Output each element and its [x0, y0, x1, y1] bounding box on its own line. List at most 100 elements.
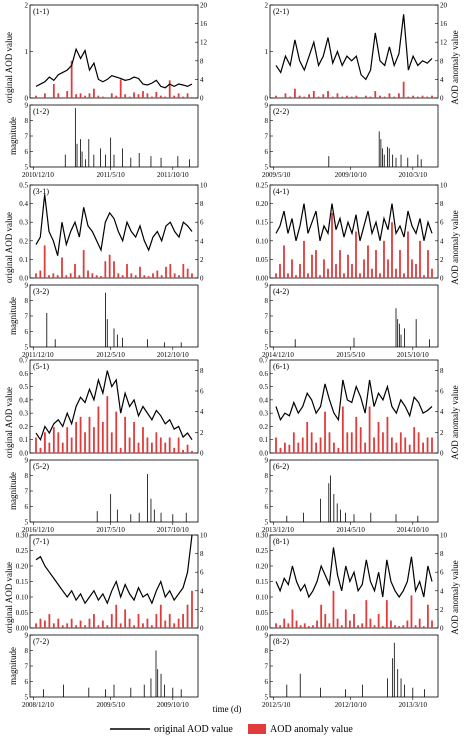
panel-label: (3-1) [33, 187, 49, 196]
panel-label: (8-1) [273, 537, 289, 546]
anomaly-bar [312, 625, 314, 628]
y-tick-label: 0.20 [256, 563, 269, 571]
y2-tick-label: 0 [440, 275, 444, 283]
anomaly-bar [139, 266, 141, 278]
y2-tick-label: 16 [200, 20, 208, 28]
y-tick-label: 5 [25, 519, 29, 527]
y-tick-label: 0.25 [16, 547, 29, 555]
anomaly-bar [191, 590, 193, 628]
panel-label: (6-1) [273, 362, 289, 371]
y-tick-label: 0.05 [256, 256, 269, 264]
y-tick-label: 0.4 [19, 396, 28, 404]
anomaly-bar [186, 93, 189, 98]
anomaly-bar [374, 91, 377, 98]
y2-tick-label: 10 [440, 182, 448, 190]
x-tick-label: 2008/12/10 [22, 701, 54, 709]
y-tick-label: 7 [265, 663, 269, 671]
y2-tick-label: 8 [200, 367, 204, 375]
anomaly-bar [275, 95, 277, 98]
anomaly-bar [97, 625, 100, 628]
anomaly-bar [182, 96, 184, 98]
anomaly-bar [381, 626, 384, 628]
y-tick-label: 9 [265, 457, 269, 465]
y-tick-label: 7 [25, 313, 29, 321]
anomaly-bar [39, 270, 42, 278]
anomaly-bar [84, 95, 86, 98]
anomaly-bar [173, 273, 176, 278]
y-tick-label: 7 [25, 663, 29, 671]
y-tick-label: 8 [265, 472, 269, 480]
y-axis-label: original AOD value [4, 387, 14, 458]
anomaly-bar [299, 264, 301, 278]
y2-tick-label: 8 [200, 57, 204, 65]
anomaly-bar [295, 620, 298, 628]
anomaly-bar [279, 447, 282, 453]
anomaly-bar [373, 437, 375, 453]
y-tick-label: 0 [265, 95, 269, 103]
anomaly-bar [48, 442, 51, 453]
anomaly-bar [165, 266, 167, 278]
anomaly-bar [186, 268, 189, 278]
anomaly-bar [61, 257, 63, 278]
anomaly-bar [142, 427, 144, 453]
anomaly-bar [35, 623, 37, 628]
anomaly-bar [303, 623, 306, 628]
x-tick-label: 2015/5/10 [336, 351, 365, 359]
anomaly-bar [133, 422, 135, 453]
aod-line [35, 534, 193, 605]
y-tick-label: 6 [25, 678, 29, 686]
anomaly-bar [66, 91, 69, 98]
anomaly-bar [365, 600, 368, 628]
anomaly-bar [137, 442, 140, 453]
y2-axis-label: AOD anomaly value [450, 210, 460, 284]
anomaly-bar [115, 411, 118, 453]
anomaly-bar [39, 618, 42, 628]
y-tick-label: 5 [265, 519, 269, 527]
anomaly-bar [35, 437, 37, 453]
y-tick-label: 0.30 [256, 532, 269, 540]
anomaly-bar [373, 625, 376, 628]
aod-line [35, 370, 193, 442]
y-tick-label: 0.7 [259, 357, 268, 365]
anomaly-bar [294, 88, 296, 98]
anomaly-bar [408, 444, 411, 453]
legend-bar-swatch [248, 724, 266, 734]
y2-tick-label: 6 [200, 569, 204, 577]
y2-tick-label: 2 [440, 606, 444, 614]
anomaly-bar [431, 95, 433, 98]
anomaly-bar [387, 259, 389, 278]
y-tick-label: 5 [25, 164, 29, 172]
y-axis-label: original AOD value [4, 212, 14, 283]
anomaly-bar [357, 625, 360, 628]
y-tick-label: 0.5 [19, 182, 28, 190]
anomaly-bar [307, 273, 309, 278]
y-tick-label: 9 [265, 102, 269, 110]
y-tick-label: 0.2 [259, 423, 268, 431]
y2-tick-label: 4 [200, 408, 204, 416]
anomaly-bar [398, 626, 401, 628]
anomaly-bar [324, 614, 327, 628]
anomaly-bar [134, 275, 137, 278]
y-tick-label: 0.5 [259, 383, 268, 391]
x-tick-label: 2016/12/10 [22, 526, 54, 534]
y2-tick-label: 4 [200, 237, 204, 245]
y2-tick-label: 2 [200, 606, 204, 614]
anomaly-bar [124, 609, 127, 628]
anomaly-bar [155, 91, 158, 98]
y-tick-label: 8 [25, 647, 29, 655]
y2-axis-label: AOD anomaly value [450, 385, 460, 459]
plot-frame [269, 184, 439, 279]
anomaly-bar [164, 442, 167, 453]
anomaly-bar [97, 406, 100, 453]
y-tick-label: 8 [25, 297, 29, 305]
anomaly-bar [155, 432, 158, 453]
anomaly-bar [57, 93, 60, 98]
anomaly-bar [371, 268, 373, 278]
anomaly-bar [377, 614, 380, 628]
y-tick-label: 0 [25, 95, 29, 103]
anomaly-bar [74, 264, 76, 278]
panel-label: (6-2) [273, 462, 289, 471]
plot-frame [29, 4, 199, 99]
y-tick-label: 0.2 [19, 423, 28, 431]
